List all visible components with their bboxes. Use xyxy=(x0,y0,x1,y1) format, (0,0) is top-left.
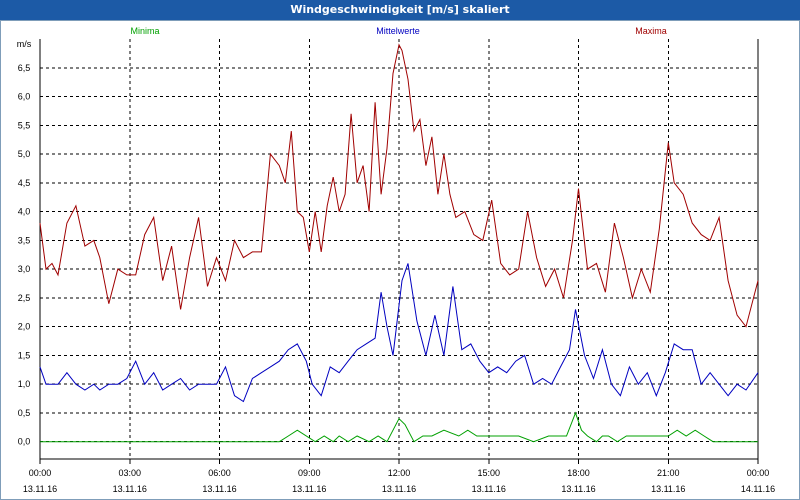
x-tick-date: 13.11.16 xyxy=(472,484,506,494)
y-tick-label: 5,5 xyxy=(18,120,31,130)
series-line-maxima xyxy=(39,43,759,328)
x-tick-date: 13.11.16 xyxy=(292,484,326,494)
x-tick-date: 13.11.16 xyxy=(113,484,147,494)
x-tick-date: 13.11.16 xyxy=(561,484,595,494)
y-tick-label: 2,0 xyxy=(18,322,31,332)
legend-minima: Minima xyxy=(130,26,159,36)
x-tick-time: 03:00 xyxy=(118,468,141,478)
y-tick-label: 5,0 xyxy=(18,149,31,159)
chart-title: Windgeschwindigkeit [m/s] skaliert xyxy=(0,0,800,20)
series-line-mittelwerte xyxy=(39,263,759,403)
y-tick-label: 3,5 xyxy=(18,235,31,245)
y-tick-label: 6,5 xyxy=(18,63,31,73)
x-tick-time: 06:00 xyxy=(208,468,231,478)
y-tick-label: 1,0 xyxy=(18,379,31,389)
x-tick-date: 13.11.16 xyxy=(382,484,416,494)
y-tick-label: 2,5 xyxy=(18,293,31,303)
x-tick-time: 18:00 xyxy=(567,468,590,478)
legend-maxima: Maxima xyxy=(635,26,667,36)
y-axis-label: m/s xyxy=(17,39,32,49)
y-tick-label: 0,5 xyxy=(18,408,31,418)
x-tick-time: 21:00 xyxy=(657,468,680,478)
legend-mittelwerte: Mittelwerte xyxy=(376,26,420,36)
x-tick-date: 13.11.16 xyxy=(202,484,236,494)
x-tick-date: 13.11.16 xyxy=(651,484,685,494)
y-tick-label: 3,0 xyxy=(18,264,31,274)
x-tick-time: 09:00 xyxy=(298,468,321,478)
series-line-minima xyxy=(40,411,758,443)
y-tick-label: 0,0 xyxy=(18,437,31,447)
x-tick-time: 12:00 xyxy=(388,468,411,478)
y-tick-label: 4,0 xyxy=(18,207,31,217)
y-tick-label: 6,0 xyxy=(18,92,31,102)
x-tick-date: 14.11.16 xyxy=(741,484,775,494)
y-tick-label: 1,5 xyxy=(18,350,31,360)
x-tick-time: 00:00 xyxy=(747,468,770,478)
x-tick-date: 13.11.16 xyxy=(23,484,57,494)
wind-speed-chart: 0,0 0,5 1,0 1,5 2,0 2,5 3,0 3,5 4,0 4,5 5,0 5,5 6,0 6… xyxy=(17,26,775,494)
y-tick-label: 4,5 xyxy=(18,178,31,188)
x-tick-time: 00:00 xyxy=(29,468,52,478)
x-tick-time: 15:00 xyxy=(477,468,500,478)
